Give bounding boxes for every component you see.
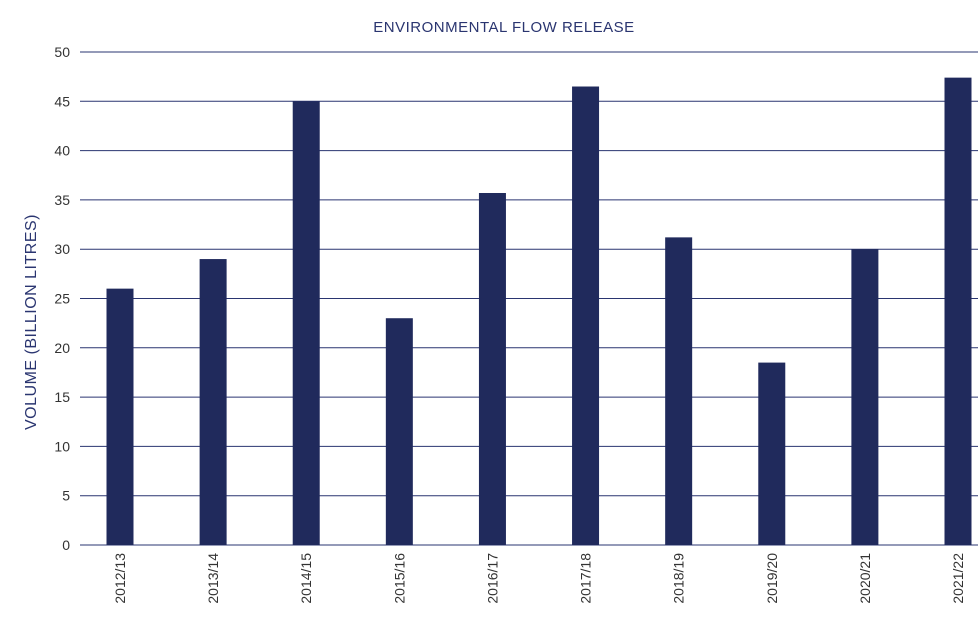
x-tick-label: 2020/21: [857, 553, 873, 604]
chart-title: ENVIRONMENTAL FLOW RELEASE: [373, 19, 634, 36]
y-tick-label: 25: [54, 291, 70, 307]
bar-2015-16: [385, 318, 413, 545]
bar-2020-21: [851, 249, 879, 545]
bars: [106, 77, 972, 546]
y-tick-label: 15: [54, 389, 70, 405]
bar-2017-18: [572, 86, 600, 545]
x-tick-label: 2012/13: [112, 553, 128, 604]
x-tick-label: 2017/18: [578, 553, 594, 604]
bar-2021-22: [944, 77, 972, 546]
y-tick-label: 45: [54, 93, 70, 109]
bar-2012-13: [106, 288, 134, 545]
grid-lines: [80, 51, 978, 546]
y-tick-label: 0: [62, 537, 70, 553]
x-tick-label: 2018/19: [671, 553, 687, 604]
bar-2013-14: [199, 259, 227, 545]
x-tick-label: 2015/16: [391, 553, 407, 604]
bar-2014-15: [292, 101, 320, 546]
x-tick-label: 2019/20: [764, 553, 780, 604]
y-tick-labels: 0 5 10 15 20 25 30 35 40 45 50: [54, 44, 70, 553]
x-tick-label: 2014/15: [298, 553, 314, 604]
x-tick-label: 2016/17: [484, 553, 500, 604]
bar-2019-20: [758, 362, 786, 545]
y-axis-label: VOLUME (BILLION LITRES): [23, 214, 40, 430]
x-tick-label: 2021/22: [950, 553, 966, 604]
x-tick-labels: 2012/13 2013/14 2014/15 2015/16 2016/17 2017/…: [112, 553, 966, 604]
y-tick-label: 30: [54, 241, 70, 257]
y-tick-label: 10: [54, 438, 70, 454]
y-tick-label: 50: [54, 44, 70, 60]
y-tick-label: 5: [62, 488, 70, 504]
bar-2016-17: [478, 192, 506, 546]
y-tick-label: 20: [54, 340, 70, 356]
bar-2018-19: [665, 237, 693, 546]
y-tick-label: 35: [54, 192, 70, 208]
y-tick-label: 40: [54, 143, 70, 159]
x-tick-label: 2013/14: [205, 553, 221, 604]
